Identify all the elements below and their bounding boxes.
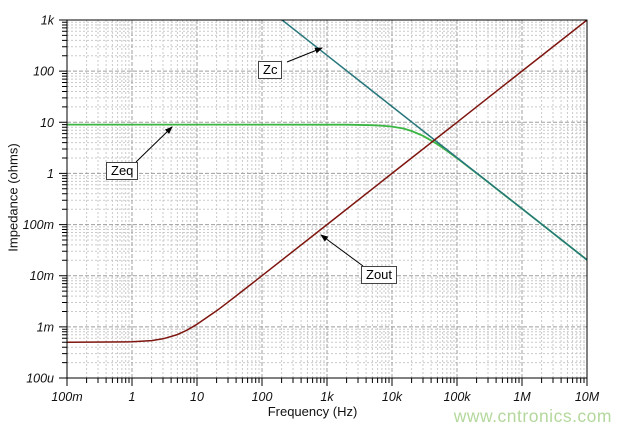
y-tick-label: 1m [37, 320, 54, 334]
x-tick-label: 1M [513, 390, 531, 404]
curve-label-zout: Zout [361, 266, 398, 284]
series-zout [67, 20, 587, 344]
x-tick-label: 1 [129, 390, 136, 404]
curve-label-zeq: Zeq [106, 162, 139, 180]
x-tick-label: 10 [190, 390, 204, 404]
y-axis-title: Impedance (ohms) [5, 143, 21, 252]
watermark: www.cntronics.com [453, 406, 612, 426]
annotation-arrow-zc [286, 47, 323, 63]
major-grid [67, 20, 587, 378]
annotation-arrow-zeq [135, 126, 173, 163]
x-tick-label: 100m [51, 390, 82, 404]
series-zc [280, 20, 587, 261]
annotation-arrow-zout [320, 234, 364, 267]
y-tick-label: 1 [47, 167, 54, 181]
x-tick-label: 10k [382, 390, 403, 404]
x-tick-label: 1k [320, 390, 334, 404]
curve-label-zc: Zc [258, 61, 283, 79]
x-tick-label: 100 [252, 390, 273, 404]
x-tick-label: 100k [443, 390, 471, 404]
y-tick-label: 1k [41, 14, 55, 28]
x-axis-title: Frequency (Hz) [267, 404, 358, 419]
axis-ticks [59, 19, 588, 386]
y-tick-label: 10m [30, 269, 54, 283]
x-tick-label: 10M [575, 390, 600, 404]
y-tick-label: 100u [26, 372, 54, 386]
y-tick-label: 10 [40, 116, 54, 130]
y-tick-label: 100 [33, 65, 54, 79]
y-tick-label: 100m [23, 218, 54, 232]
